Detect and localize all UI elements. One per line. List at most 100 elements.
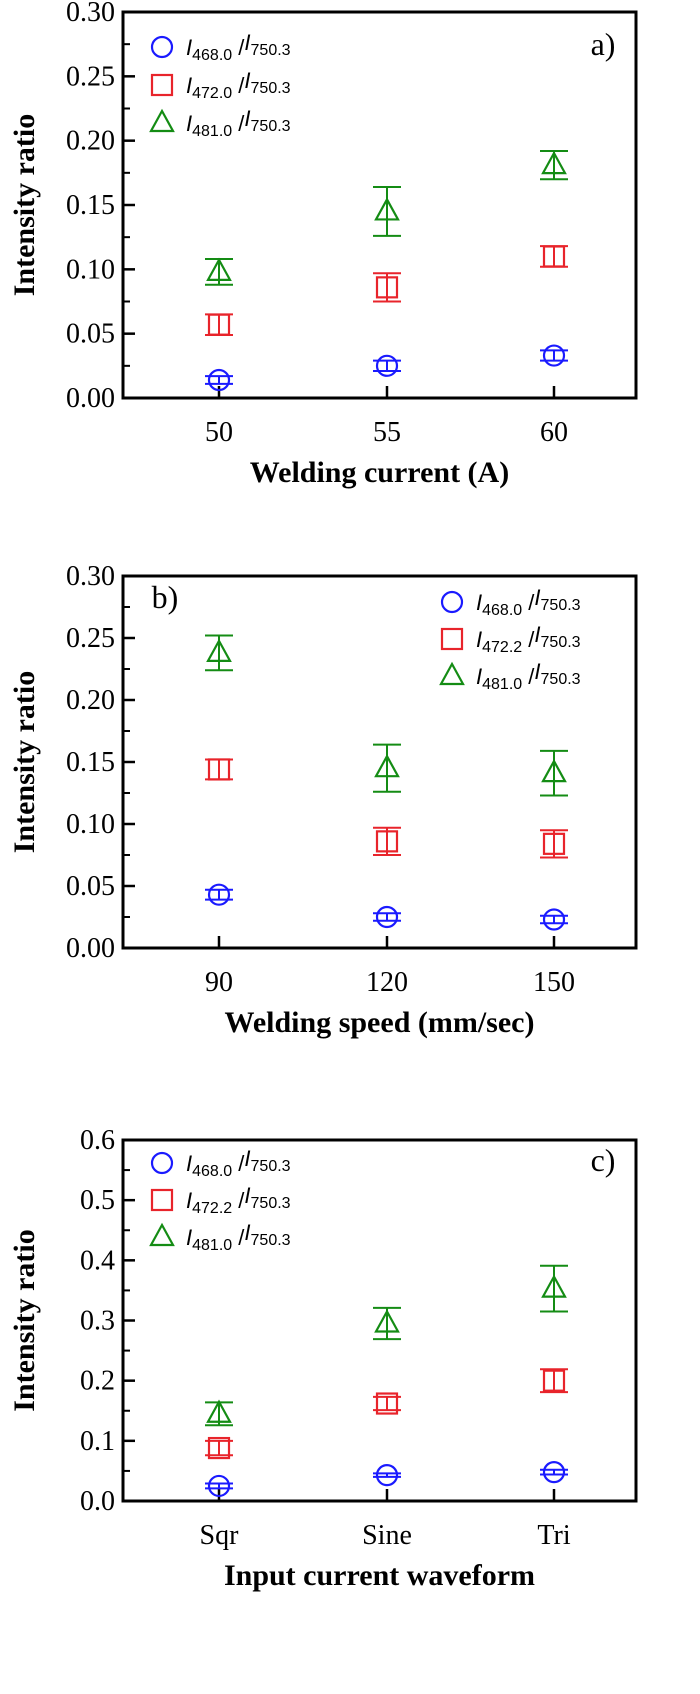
- y-tick-label: 0.5: [80, 1185, 115, 1216]
- legend-circle-icon: [150, 35, 174, 59]
- x-tick-label: 55: [373, 417, 401, 448]
- x-axis-title: Welding current (A): [250, 456, 509, 489]
- legend-entry: I472.0 /I750.3: [150, 68, 291, 102]
- square-marker: [375, 1392, 399, 1415]
- triangle-marker: [541, 1274, 567, 1298]
- y-tick-label: 0.1: [80, 1426, 115, 1457]
- y-tick-label: 0.15: [66, 747, 115, 778]
- y-axis-title: Intensity ratio: [8, 671, 41, 854]
- legend-triangle-icon: [149, 108, 175, 133]
- legend-label: I481.0 /I750.3: [186, 106, 291, 140]
- x-tick-label: Sqr: [200, 1520, 240, 1551]
- y-tick-label: 0.20: [66, 685, 115, 716]
- y-tick-label: 0.05: [66, 319, 115, 350]
- legend-entry: I481.0 /I750.3: [439, 659, 581, 693]
- triangle-marker: [374, 197, 400, 221]
- triangle-marker: [206, 257, 232, 282]
- panel-label: a): [591, 26, 616, 62]
- circle-marker: [375, 354, 399, 377]
- data-point: [373, 1392, 401, 1415]
- panel-label: c): [591, 1142, 616, 1178]
- circle-marker: [375, 905, 399, 929]
- square-marker: [207, 1436, 231, 1460]
- y-tick-label: 0.2: [80, 1366, 115, 1397]
- y-tick-label: 0.3: [80, 1306, 115, 1337]
- data-point: [373, 905, 401, 929]
- legend-triangle-icon: [439, 661, 465, 686]
- square-marker: [542, 245, 566, 268]
- triangle-marker: [541, 150, 567, 175]
- data-point: [373, 354, 401, 377]
- x-tick-label: 150: [533, 967, 575, 998]
- legend-label: I468.0 /I750.3: [186, 1146, 291, 1180]
- square-marker: [542, 1369, 566, 1392]
- legend-label: I472.2 /I750.3: [186, 1183, 291, 1217]
- legend-entry: I472.2 /I750.3: [150, 1183, 291, 1217]
- legend-circle-icon: [150, 1151, 174, 1175]
- legend-entry: I481.0 /I750.3: [149, 1220, 291, 1254]
- chart-panel-b: 0.00 0.05 0.10 0.15 0.20 0.25 0.30 90 120 150 Weld…: [8, 564, 638, 1039]
- triangle-marker: [541, 758, 567, 783]
- panel-label: b): [152, 579, 179, 615]
- data-point: [540, 908, 568, 931]
- data-point: [373, 272, 401, 303]
- legend-label: I472.0 /I750.3: [186, 68, 291, 102]
- legend-entry: I472.2 /I750.3: [440, 622, 581, 656]
- square-marker: [542, 832, 566, 855]
- data-point: [205, 313, 233, 336]
- circle-marker: [542, 344, 566, 367]
- legend-label: I468.0 /I750.3: [476, 585, 581, 619]
- plot-frame: [121, 574, 638, 950]
- y-tick-label: 0.00: [66, 383, 115, 414]
- y-tick-label: 0.10: [66, 254, 115, 285]
- legend-entry: I468.0 /I750.3: [150, 1146, 291, 1180]
- plot-frame: [121, 10, 638, 400]
- legend-entry: I468.0 /I750.3: [440, 585, 581, 619]
- legend-square-icon: [150, 1188, 174, 1212]
- data-point: [205, 634, 233, 672]
- x-tick-label: 120: [366, 967, 408, 998]
- data-point: [205, 1399, 233, 1427]
- data-point: [205, 368, 233, 392]
- data-point: [540, 149, 568, 181]
- x-tick-label: Sine: [362, 1520, 412, 1551]
- data-point: [540, 1461, 568, 1484]
- x-axis-title: Input current waveform: [224, 1559, 535, 1592]
- triangle-marker: [206, 1399, 232, 1423]
- square-marker: [207, 758, 231, 781]
- data-point: [540, 245, 568, 268]
- square-marker: [375, 830, 399, 853]
- circle-marker: [207, 1474, 231, 1498]
- y-tick-label: 0.15: [66, 190, 115, 221]
- x-tick-label: 60: [540, 417, 568, 448]
- chart-panel-a: 0.00 0.05 0.10 0.15 0.20 0.25 0.30 50 55 60 Weldin…: [8, 0, 638, 489]
- data-point: [205, 257, 233, 286]
- data-point: [373, 1306, 401, 1341]
- data-point: [373, 743, 401, 793]
- legend-square-icon: [440, 627, 464, 651]
- y-tick-label: 0.4: [80, 1245, 115, 1276]
- circle-marker: [542, 1461, 566, 1484]
- data-point: [540, 1264, 568, 1313]
- y-tick-label: 0.20: [66, 126, 115, 157]
- legend-label: I481.0 /I750.3: [476, 659, 581, 693]
- data-point: [205, 1474, 233, 1498]
- data-point: [373, 185, 401, 237]
- square-marker: [375, 276, 399, 299]
- data-point: [373, 1464, 401, 1487]
- y-tick-label: 0.25: [66, 61, 115, 92]
- data-point: [205, 758, 233, 781]
- legend-circle-icon: [440, 590, 464, 614]
- square-marker: [207, 313, 231, 336]
- legend-label: I472.2 /I750.3: [476, 622, 581, 656]
- data-point: [373, 826, 401, 856]
- y-tick-label: 0.25: [66, 623, 115, 654]
- legend-entry: I481.0 /I750.3: [149, 106, 291, 140]
- y-tick-label: 0.00: [66, 933, 115, 964]
- circle-marker: [207, 368, 231, 392]
- y-axis-title: Intensity ratio: [8, 114, 41, 297]
- legend-square-icon: [150, 73, 174, 97]
- y-tick-label: 0.6: [80, 1128, 115, 1156]
- circle-marker: [207, 883, 231, 906]
